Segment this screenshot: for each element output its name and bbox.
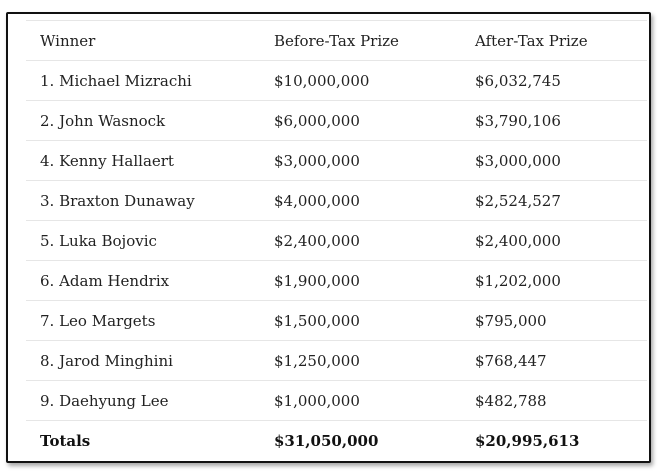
cell-after-tax: $2,524,527: [475, 191, 561, 210]
table-row: 1. Michael Mizrachi $10,000,000 $6,032,7…: [26, 61, 647, 101]
cell-after-tax: $482,788: [475, 391, 547, 410]
cell-winner: 9. Daehyung Lee: [40, 391, 169, 410]
cell-winner: 4. Kenny Hallaert: [40, 151, 174, 170]
table-row: 8. Jarod Minghini $1,250,000 $768,447: [26, 341, 647, 381]
cell-before-tax: $2,400,000: [274, 231, 360, 250]
totals-row: Totals $31,050,000 $20,995,613: [26, 421, 647, 461]
totals-before-tax: $31,050,000: [274, 431, 379, 450]
prize-table: Winner Before-Tax Prize After-Tax Prize …: [26, 20, 647, 461]
table-row: 6. Adam Hendrix $1,900,000 $1,202,000: [26, 261, 647, 301]
cell-before-tax: $1,000,000: [274, 391, 360, 410]
cell-winner: 2. John Wasnock: [40, 111, 166, 130]
table-row: 5. Luka Bojovic $2,400,000 $2,400,000: [26, 221, 647, 261]
cell-before-tax: $1,900,000: [274, 271, 360, 290]
cell-winner: 1. Michael Mizrachi: [40, 71, 192, 90]
table-row: 2. John Wasnock $6,000,000 $3,790,106: [26, 101, 647, 141]
cell-before-tax: $1,500,000: [274, 311, 360, 330]
table-row: 7. Leo Margets $1,500,000 $795,000: [26, 301, 647, 341]
cell-winner: 3. Braxton Dunaway: [40, 191, 195, 210]
cell-before-tax: $1,250,000: [274, 351, 360, 370]
header-before-tax: Before-Tax Prize: [274, 31, 399, 50]
cell-after-tax: $3,000,000: [475, 151, 561, 170]
header-winner: Winner: [40, 31, 96, 50]
table-row: 3. Braxton Dunaway $4,000,000 $2,524,527: [26, 181, 647, 221]
cell-winner: 5. Luka Bojovic: [40, 231, 157, 250]
totals-after-tax: $20,995,613: [475, 431, 580, 450]
table-row: 9. Daehyung Lee $1,000,000 $482,788: [26, 381, 647, 421]
table-header-row: Winner Before-Tax Prize After-Tax Prize: [26, 20, 647, 61]
table-row: 4. Kenny Hallaert $3,000,000 $3,000,000: [26, 141, 647, 181]
cell-after-tax: $6,032,745: [475, 71, 561, 90]
header-after-tax: After-Tax Prize: [475, 31, 588, 50]
cell-before-tax: $3,000,000: [274, 151, 360, 170]
cell-after-tax: $2,400,000: [475, 231, 561, 250]
totals-label: Totals: [40, 431, 91, 450]
cell-winner: 8. Jarod Minghini: [40, 351, 173, 370]
cell-winner: 7. Leo Margets: [40, 311, 156, 330]
cell-winner: 6. Adam Hendrix: [40, 271, 170, 290]
cell-before-tax: $6,000,000: [274, 111, 360, 130]
cell-after-tax: $3,790,106: [475, 111, 561, 130]
cell-before-tax: $10,000,000: [274, 71, 370, 90]
cell-after-tax: $1,202,000: [475, 271, 561, 290]
cell-after-tax: $768,447: [475, 351, 547, 370]
cell-before-tax: $4,000,000: [274, 191, 360, 210]
table-frame: Winner Before-Tax Prize After-Tax Prize …: [6, 12, 651, 463]
cell-after-tax: $795,000: [475, 311, 547, 330]
